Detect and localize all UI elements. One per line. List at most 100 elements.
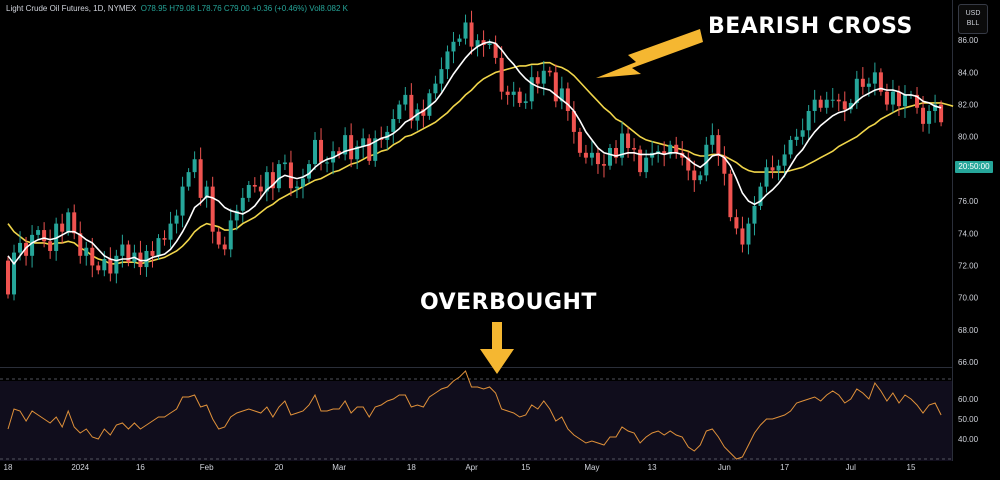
- candle-body: [228, 220, 233, 250]
- time-tick-label: 15: [521, 463, 530, 472]
- candle-body: [770, 167, 775, 171]
- candle-body: [204, 186, 209, 198]
- time-tick-label: Apr: [465, 463, 478, 472]
- candle-body: [734, 217, 739, 229]
- candle-body: [108, 259, 113, 274]
- candle-body: [866, 83, 871, 87]
- time-tick-label: Feb: [200, 463, 214, 472]
- candle-body: [246, 185, 251, 198]
- candle-body: [300, 178, 305, 187]
- candle-body: [650, 152, 655, 158]
- candle-body: [493, 43, 498, 58]
- candle-body: [589, 152, 594, 158]
- candle-body: [915, 94, 920, 108]
- candle-body: [565, 88, 570, 111]
- candle-body: [174, 215, 179, 224]
- candle-body: [818, 99, 823, 108]
- candle-body: [577, 131, 582, 153]
- time-tick-label: Mar: [332, 463, 346, 472]
- candle-body: [427, 93, 432, 116]
- candle-body: [523, 101, 528, 103]
- candle-body: [469, 22, 474, 47]
- candle-body: [878, 72, 883, 92]
- candle-body: [632, 147, 637, 150]
- candle-body: [710, 135, 715, 145]
- candle-body: [313, 139, 318, 165]
- candle-body: [475, 40, 480, 47]
- rsi-tick-label: 60.00: [958, 395, 979, 404]
- candle-body: [800, 130, 805, 137]
- candle-body: [517, 91, 522, 103]
- time-tick-label: 18: [4, 463, 13, 472]
- rsi-tick-label: 40.00: [958, 435, 979, 444]
- candle-body: [842, 101, 847, 110]
- candle-body: [535, 77, 540, 84]
- candle-body: [927, 110, 932, 124]
- candle-body: [90, 247, 95, 266]
- candle-body: [6, 260, 10, 295]
- candle-body: [276, 164, 281, 189]
- price-tick-label: 72.00: [958, 261, 979, 270]
- fast-moving-average: [7, 40, 942, 266]
- time-tick-label: 18: [407, 463, 416, 472]
- overbought-annotation: OVERBOUGHT: [420, 290, 597, 315]
- candle-body: [662, 151, 667, 155]
- rsi-tick-label: 50.00: [958, 415, 979, 424]
- candle-body: [162, 238, 167, 240]
- candle-body: [288, 162, 293, 189]
- candle-body: [698, 175, 703, 181]
- candle-body: [319, 139, 324, 163]
- currency-unit-button[interactable]: USD BLL: [958, 4, 988, 34]
- candle-body: [746, 223, 751, 245]
- candle-body: [439, 69, 444, 84]
- candle-body: [60, 223, 65, 232]
- bearish-arrow-icon: [596, 29, 703, 78]
- candle-body: [282, 162, 287, 165]
- rsi-indicator: 40.00 50.00 60.00: [0, 370, 979, 460]
- candle-body: [788, 139, 793, 155]
- candle-body: [499, 57, 504, 92]
- candle-body: [776, 165, 781, 171]
- symbol-name[interactable]: Light Crude Oil Futures, 1D, NYMEX: [6, 4, 137, 13]
- candle-body: [264, 172, 269, 192]
- candle-body: [595, 152, 600, 165]
- candle-body: [355, 146, 360, 160]
- price-tick-label: 80.00: [958, 133, 979, 142]
- price-tick-label: 86.00: [958, 36, 979, 45]
- candle-body: [102, 259, 107, 271]
- candle-body: [186, 172, 191, 187]
- symbol-info-bar[interactable]: Light Crude Oil Futures, 1D, NYMEX O78.9…: [6, 4, 348, 13]
- currency-label: USD: [965, 10, 981, 17]
- candle-body: [505, 91, 510, 95]
- candle-body: [403, 94, 408, 105]
- overbought-arrow-icon: [480, 322, 514, 374]
- candle-body: [198, 159, 203, 198]
- candle-body: [114, 255, 119, 274]
- slow-moving-average: [7, 61, 954, 265]
- candle-body: [529, 77, 534, 102]
- candle-body: [668, 144, 673, 155]
- candle-body: [644, 157, 649, 173]
- time-tick-label: Jun: [718, 463, 731, 472]
- candle-body: [559, 88, 564, 102]
- candle-body: [24, 242, 29, 256]
- candle-body: [782, 154, 787, 166]
- candle-body: [812, 99, 817, 111]
- candle-body: [126, 244, 131, 263]
- candle-body: [571, 110, 576, 132]
- bearish-cross-annotation: BEARISH CROSS: [708, 14, 913, 39]
- candle-body: [397, 104, 402, 120]
- candle-body: [620, 133, 625, 158]
- candle-body: [614, 147, 619, 158]
- price-tick-label: 76.00: [958, 197, 979, 206]
- candle-body: [270, 172, 275, 189]
- candle-body: [896, 91, 901, 107]
- time-tick-label: 17: [780, 463, 789, 472]
- unit-label: BLL: [966, 20, 980, 27]
- candle-body: [349, 135, 354, 160]
- candle-body: [180, 186, 185, 216]
- price-tick-label: 74.00: [958, 229, 979, 238]
- candle-body: [96, 265, 101, 271]
